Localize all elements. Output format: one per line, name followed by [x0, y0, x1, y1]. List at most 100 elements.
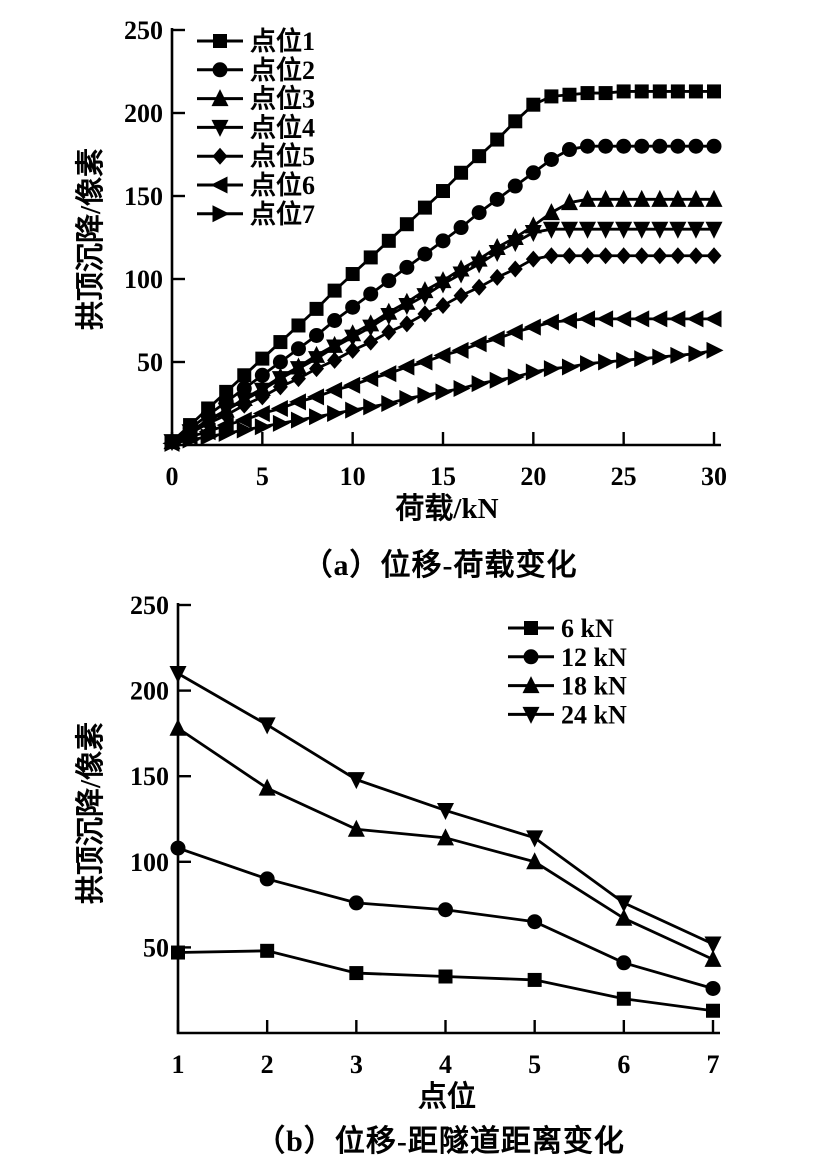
series-point-triangle-left [415, 353, 433, 371]
series-point-triangle-down [380, 308, 398, 326]
series-point-triangle-left [523, 318, 541, 336]
series-point-square [171, 945, 185, 960]
series-point-diamond [543, 247, 559, 265]
series-point-triangle-down [308, 351, 326, 369]
series-point-square [580, 86, 595, 101]
series-point-triangle-left [234, 411, 252, 429]
legend-marker-triangle-down-icon [211, 119, 229, 137]
series-point-triangle-left [505, 323, 523, 341]
series-point-triangle-up [560, 193, 578, 211]
series-point-triangle-down [615, 221, 633, 239]
legend-item: 点位4 [197, 112, 315, 142]
y-tick-label: 250 [124, 16, 163, 45]
series-point-triangle-left [252, 404, 270, 422]
series-point-diamond [525, 250, 541, 268]
legend-marker-triangle-left-icon [210, 176, 228, 194]
series-point-triangle-left [379, 365, 397, 383]
series-point-triangle-right [634, 350, 652, 368]
series-point-triangle-right [345, 401, 363, 419]
series-point-triangle-down [344, 329, 362, 347]
y-tick-label: 150 [124, 182, 163, 211]
series-point-diamond [489, 268, 505, 286]
series-point-square [598, 86, 613, 101]
series-12 kN [170, 840, 721, 996]
x-tick-label: 25 [611, 462, 637, 491]
series-point-diamond [670, 247, 686, 265]
series-point-square [706, 1003, 720, 1018]
legend-item: 点位7 [197, 199, 315, 229]
series-point-square [526, 97, 541, 112]
series-point-triangle-right [164, 434, 182, 452]
y-tick-label: 250 [130, 591, 169, 620]
series-line [171, 227, 714, 443]
legend-item: 点位3 [197, 84, 315, 114]
series-point-triangle-right [598, 353, 616, 371]
series-point-square [527, 972, 542, 987]
series-point-triangle-left [325, 381, 343, 399]
series-point-triangle-right [236, 421, 254, 439]
series-point-triangle-right [543, 360, 561, 378]
legend-marker-diamond-icon [212, 147, 228, 165]
series-point-triangle-up [633, 189, 651, 207]
series-point-triangle-down [258, 717, 276, 735]
series-point-square [436, 184, 450, 199]
legend-item: 点位6 [197, 170, 315, 200]
series-point-triangle-left [451, 341, 469, 359]
series-point-triangle-down [326, 339, 344, 357]
series-point-triangle-right [254, 418, 272, 436]
series-point-circle [670, 138, 686, 154]
series-point-triangle-right [182, 431, 200, 449]
series-point-circle [272, 354, 288, 370]
series-point-square [349, 966, 364, 981]
series-point-triangle-right [453, 380, 471, 398]
series-point-diamond [706, 247, 722, 265]
series-point-triangle-right [290, 411, 308, 429]
series-point-triangle-down [597, 221, 615, 239]
series-point-circle [381, 273, 397, 289]
series-point-square [688, 84, 703, 99]
series-point-diamond [363, 333, 379, 351]
caption-chart-a: （a）位移-荷载变化 [302, 549, 578, 582]
series-point-triangle-up [579, 189, 597, 207]
series-point-triangle-right [688, 345, 706, 363]
legend-marker-triangle-up-icon [522, 676, 540, 694]
series-point-circle [634, 138, 650, 154]
series-point-diamond [561, 247, 577, 265]
series-point-triangle-up [615, 908, 633, 926]
series-point-triangle-up [169, 718, 187, 736]
series-point-triangle-down [506, 234, 524, 252]
series-point-triangle-down [705, 221, 723, 239]
series-point-diamond [580, 247, 596, 265]
legend-label: 点位6 [250, 170, 315, 200]
series-point-triangle-right [218, 424, 236, 442]
series-point-square [562, 87, 577, 102]
series-point-triangle-up [258, 778, 276, 796]
legend-label: 18 kN [561, 672, 627, 701]
series-point-triangle-up [615, 189, 633, 207]
series-point-diamond [453, 287, 469, 305]
series-point-circle [254, 367, 270, 383]
legend-label: 点位4 [250, 112, 315, 142]
series-point-square [345, 267, 360, 282]
legend-item: 18 kN [508, 672, 627, 701]
series-point-triangle-left [632, 310, 650, 328]
series-point-triangle-up [526, 852, 544, 870]
series-point-square [472, 149, 487, 164]
series-point-diamond [254, 388, 270, 406]
series-point-triangle-right [327, 404, 345, 422]
series-point-diamond [381, 323, 397, 341]
x-tick-label: 5 [256, 462, 269, 491]
series-point-triangle-left [288, 393, 306, 411]
series-18 kN [169, 718, 722, 967]
series-point-square [454, 165, 469, 180]
series-point-square [363, 250, 378, 265]
x-tick-label: 7 [707, 1050, 720, 1079]
legend-item: 12 kN [508, 643, 627, 672]
series-point-triangle-right [525, 363, 543, 381]
legend-label: 点位7 [250, 199, 315, 229]
series-point-triangle-down [669, 221, 687, 239]
series-point-circle [652, 138, 668, 154]
